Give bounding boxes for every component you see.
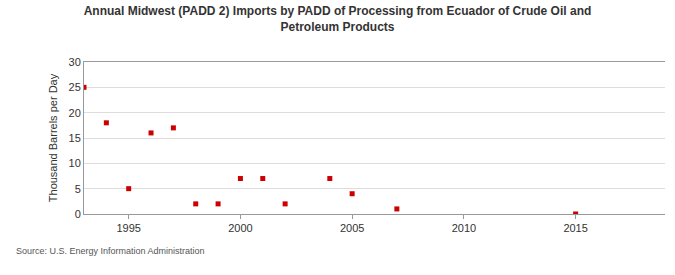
svg-text:Thousand Barrels per Day: Thousand Barrels per Day <box>47 73 59 202</box>
svg-text:25: 25 <box>69 81 81 93</box>
svg-text:2015: 2015 <box>563 222 587 234</box>
svg-text:Annual Midwest (PADD 2) Import: Annual Midwest (PADD 2) Imports by PADD … <box>84 4 592 34</box>
svg-text:5: 5 <box>75 183 81 195</box>
svg-text:20: 20 <box>69 107 81 119</box>
svg-text:2000: 2000 <box>228 222 252 234</box>
svg-text:30: 30 <box>69 56 81 68</box>
svg-text:Source: U.S. Energy Informatio: Source: U.S. Energy Information Administ… <box>16 246 205 256</box>
svg-text:10: 10 <box>69 157 81 169</box>
svg-text:2005: 2005 <box>340 222 364 234</box>
svg-text:15: 15 <box>69 132 81 144</box>
svg-text:0: 0 <box>75 208 81 220</box>
svg-text:1995: 1995 <box>116 222 140 234</box>
svg-text:2010: 2010 <box>452 222 476 234</box>
